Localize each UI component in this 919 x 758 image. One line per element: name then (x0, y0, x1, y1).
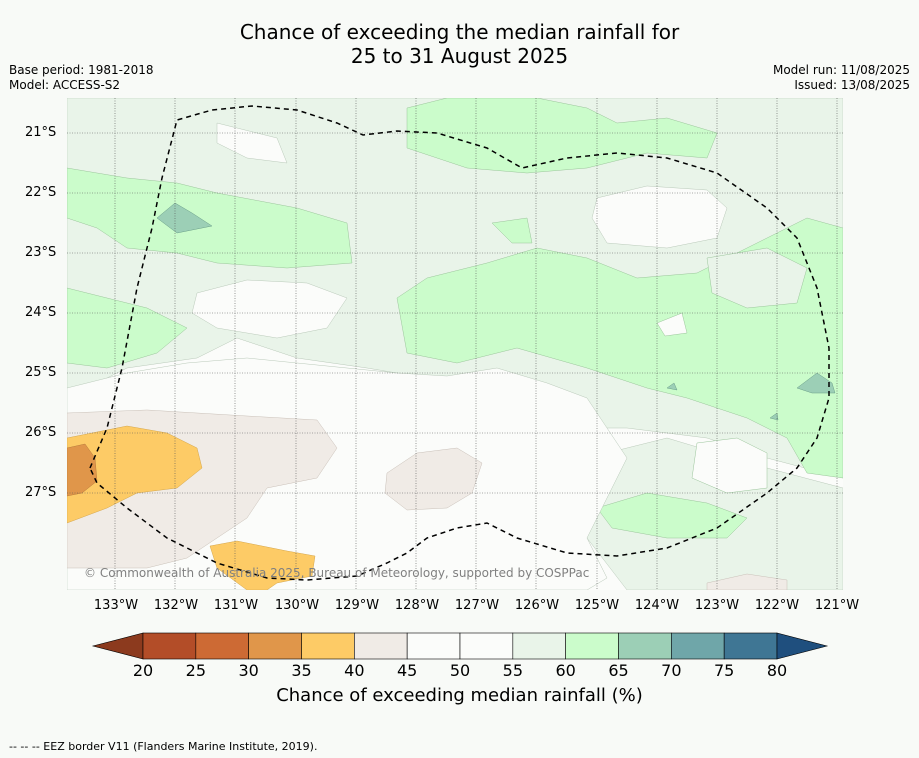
model-name: Model: ACCESS-S2 (9, 78, 121, 92)
region-60-65-small (491, 217, 533, 244)
map-svg (67, 98, 843, 590)
lat-label-22s: 22°S (25, 185, 57, 200)
colorbar-tick-label: 55 (502, 661, 523, 680)
region-60-65-west (67, 287, 188, 369)
lon-label-133w: 133°W (93, 598, 139, 613)
lon-label-122w: 122°W (754, 598, 800, 613)
lon-label-128w: 128°W (394, 598, 440, 613)
colorbar-tick-label: 20 (132, 661, 154, 680)
colorbar-tick-label: 60 (555, 661, 576, 680)
lat-label-25s: 25°S (25, 365, 57, 380)
lon-label-123w: 123°W (694, 598, 740, 613)
lon-label-132w: 132°W (153, 598, 199, 613)
eez-border (89, 105, 830, 581)
copyright-notice: © Commonwealth of Australia 2025, Bureau… (84, 566, 590, 580)
region-60-65-northwest (67, 167, 353, 269)
lon-label-127w: 127°W (454, 598, 500, 613)
colorbar-segment (142, 632, 197, 660)
region-45-55-east-lower (691, 437, 768, 494)
lon-label-121w: 121°W (814, 598, 860, 613)
colorbar-tick-label: 30 (238, 661, 259, 680)
issued-date: Issued: 13/08/2025 (794, 78, 910, 92)
title-line-1: Chance of exceeding the median rainfall … (239, 20, 680, 44)
region-30-35-southwest (67, 443, 98, 497)
lon-label-125w: 125°W (574, 598, 620, 613)
lat-label-26s: 26°S (25, 425, 57, 440)
colorbar-segment (195, 632, 249, 660)
region-65-70-east-lower (769, 412, 779, 421)
colorbar-segment (459, 632, 514, 660)
colorbar-segment (671, 632, 725, 660)
colorbar-extend-high (776, 632, 829, 660)
region-55-60-east-patch (706, 247, 808, 309)
colorbar-segment (301, 632, 355, 660)
colorbar-segment (723, 632, 778, 660)
map-panel (67, 98, 843, 590)
region-65-70-east-small (666, 382, 678, 391)
colorbar-tick-label: 35 (291, 661, 312, 680)
colorbar-tick-label: 45 (396, 661, 418, 680)
region-65-70-east (796, 372, 836, 394)
colorbar-tick-label: 50 (449, 661, 471, 680)
colorbar-tick-label: 75 (713, 661, 735, 680)
region-35-40-southwest (67, 425, 203, 524)
colorbar-label: Chance of exceeding median rainfall (%) (276, 685, 643, 706)
colorbar-tick-label: 25 (185, 661, 206, 680)
region-65-70-west (156, 202, 213, 234)
colorbar-extend-low (91, 632, 144, 660)
colorbar-segment (248, 632, 302, 660)
lat-label-27s: 27°S (25, 485, 57, 500)
region-60-65-south (596, 492, 748, 539)
region-60-65-north-center (406, 98, 718, 174)
model-run: Model run: 11/08/2025 (772, 63, 910, 77)
title-line-2: 25 to 31 August 2025 (350, 44, 569, 68)
colorbar-tick-label: 65 (608, 661, 629, 680)
graticule (67, 98, 843, 590)
lat-label-21s: 21°S (25, 125, 57, 140)
region-35-40-south (209, 540, 316, 590)
lon-label-124w: 124°W (634, 598, 680, 613)
eez-legend-note: -- -- -- EEZ border V11 (Flanders Marine… (9, 740, 318, 753)
region-45-55-east-small (656, 312, 688, 337)
colorbar-tick-label: 40 (344, 661, 365, 680)
region-45-55-east-patch (591, 185, 728, 249)
region-45-55-west-upper (191, 279, 348, 339)
colorbar-segment (354, 632, 408, 660)
colorbar-segment (618, 632, 672, 660)
lat-label-24s: 24°S (25, 305, 57, 320)
colorbar-tick-label: 80 (766, 661, 788, 680)
colorbar-segment (565, 632, 619, 660)
region-40-45-south-edge (706, 573, 788, 590)
colorbar-tick-label: 70 (661, 661, 682, 680)
lon-label-130w: 130°W (274, 598, 320, 613)
base-period: Base period: 1981-2018 (9, 63, 154, 77)
colorbar-segment (512, 632, 566, 660)
colorbar-segment (406, 632, 461, 660)
lon-label-126w: 126°W (514, 598, 560, 613)
lon-label-129w: 129°W (334, 598, 380, 613)
lon-label-131w: 131°W (213, 598, 259, 613)
lat-label-23s: 23°S (25, 245, 57, 260)
